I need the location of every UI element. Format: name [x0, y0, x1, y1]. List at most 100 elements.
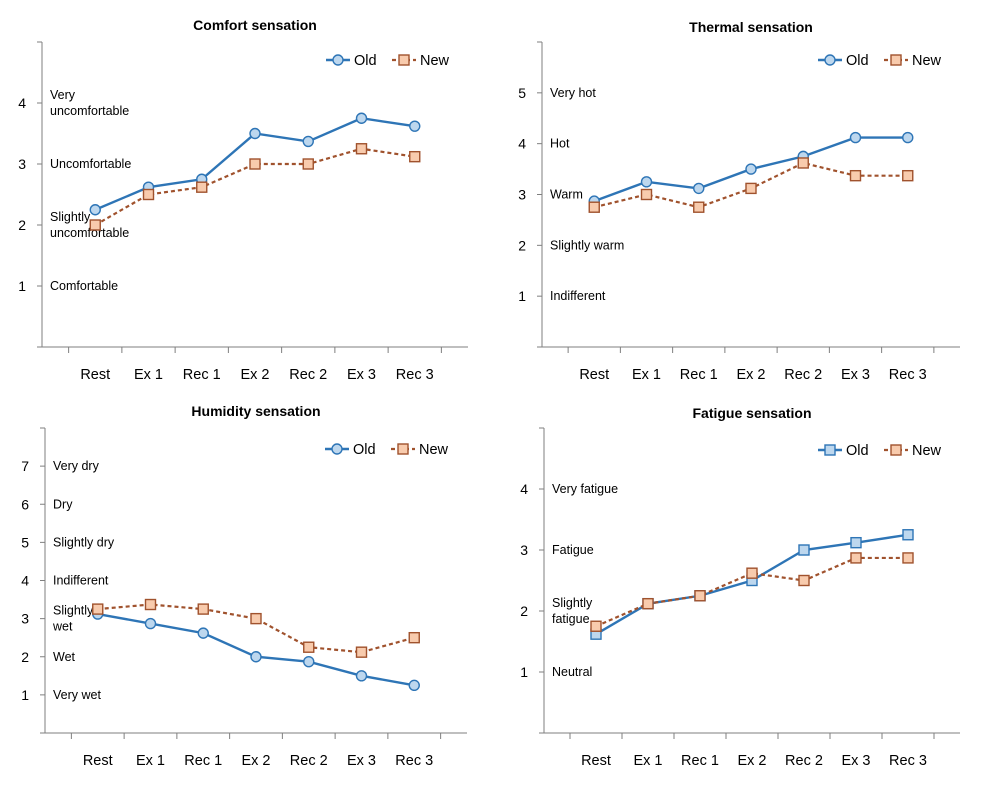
level-label: Very hot — [550, 86, 596, 100]
level-label: Hot — [550, 137, 570, 151]
y-tick-label: 3 — [520, 542, 528, 558]
series-new — [89, 143, 421, 231]
data-point-new — [745, 182, 757, 195]
legend-old-marker — [824, 444, 836, 456]
series-old — [588, 131, 914, 207]
legend: Old New — [325, 442, 449, 458]
series-new — [588, 157, 914, 213]
level-label: Wet — [53, 650, 76, 664]
series-old — [590, 529, 914, 640]
data-point-new — [588, 201, 600, 213]
chart-fatigue-svg: Fatigue sensation 1 2 3 4 Rest Ex 1 Rec 1 Ex 2 Re… — [520, 405, 960, 769]
data-point-old — [849, 131, 862, 144]
series-new-line — [97, 603, 415, 654]
legend-new-label: New — [912, 53, 942, 69]
data-point-new — [142, 188, 155, 201]
data-point-new — [89, 219, 101, 231]
chart-humidity-svg: Humidity sensation 1 2 3 4 5 6 7 Rest Ex 1 Rec 1 Ex… — [21, 403, 467, 769]
legend-old-label: Old — [354, 53, 377, 69]
x-tick-label: Rest — [579, 367, 609, 383]
data-point-old — [302, 135, 314, 148]
legend: Old New — [818, 53, 942, 69]
x-tick-label: Rest — [581, 753, 611, 769]
y-tick-label: 3 — [21, 611, 29, 627]
x-tick-label: Ex 1 — [136, 753, 165, 769]
y-tick-label: 5 — [21, 534, 29, 550]
x-tick-label: Rec 1 — [183, 367, 221, 383]
chart-title: Fatigue sensation — [692, 405, 811, 421]
data-point-new — [197, 603, 209, 615]
x-tick-label: Ex 1 — [633, 753, 662, 769]
data-point-old — [745, 163, 757, 175]
legend-new-marker — [890, 54, 902, 66]
data-point-old — [693, 182, 705, 195]
y-tick-label: 2 — [21, 649, 29, 665]
chart-thermal: Thermal sensation 1 2 3 4 5 Rest Ex 1 Rec 1 Ex 2 R… — [493, 0, 987, 393]
level-label: Fatigue — [552, 543, 594, 557]
data-point-new — [693, 201, 705, 213]
data-point-old — [798, 544, 810, 556]
x-tick-label: Ex 2 — [241, 753, 270, 769]
x-tick-label: Rec 3 — [396, 367, 434, 383]
data-point-new — [642, 597, 654, 610]
x-tick-label: Rec 3 — [889, 753, 927, 769]
chart-thermal-svg: Thermal sensation 1 2 3 4 5 Rest Ex 1 Rec 1 Ex 2 R… — [518, 19, 960, 383]
data-point-new — [302, 158, 314, 170]
data-point-new — [303, 641, 315, 653]
data-point-old — [640, 176, 653, 188]
y-tick-label: 1 — [520, 664, 528, 680]
level-label: Very wet — [53, 688, 101, 702]
legend-old-label: Old — [353, 442, 376, 458]
y-tick-label: 7 — [21, 458, 29, 474]
x-tick-label: Ex 3 — [347, 753, 376, 769]
y-tick-label: 5 — [518, 85, 526, 101]
data-point-new — [355, 143, 368, 155]
data-point-old — [850, 536, 862, 549]
series-new — [590, 552, 914, 632]
data-point-new — [746, 567, 758, 579]
data-point-old — [144, 617, 157, 630]
level-label: Comfortable — [50, 279, 118, 293]
x-tick-label: Rec 2 — [784, 367, 822, 383]
level-label: Slightly fatigue — [552, 596, 593, 626]
chart-humidity: Humidity sensation 1 2 3 4 5 6 7 Rest Ex 1 Rec 1 Ex… — [0, 393, 493, 787]
data-point-new — [849, 169, 862, 182]
x-tick-label: Rest — [83, 753, 113, 769]
x-tick-label: Rec 3 — [889, 367, 927, 383]
legend-old-marker — [332, 54, 344, 66]
data-point-new — [694, 590, 706, 602]
y-tick-label: 3 — [518, 187, 526, 203]
data-point-new — [640, 188, 653, 201]
data-point-new — [590, 620, 602, 632]
x-tick-label: Ex 2 — [240, 367, 269, 383]
data-point-new — [850, 552, 862, 564]
chart-comfort: Comfort sensation 1 2 3 4 Rest Ex 1 Rec 1 Ex 2 Re… — [0, 0, 493, 393]
data-point-new — [250, 612, 262, 625]
level-label: Neutral — [552, 665, 592, 679]
data-point-new — [902, 552, 914, 564]
data-point-old — [409, 120, 421, 132]
data-point-old — [902, 529, 914, 541]
level-label: Very fatigue — [552, 482, 618, 496]
level-label: Slightly warm — [550, 238, 624, 252]
y-tick-label: 6 — [21, 496, 29, 512]
level-label: Slightly uncomfortable — [50, 210, 129, 240]
y-tick-label: 2 — [518, 237, 526, 253]
y-tick-label: 1 — [18, 278, 26, 294]
level-label: Indifferent — [550, 289, 606, 303]
y-tick-label: 2 — [520, 603, 528, 619]
data-point-new — [355, 646, 368, 658]
legend-new-label: New — [420, 53, 450, 69]
legend-new-marker — [397, 443, 409, 455]
chart-title: Thermal sensation — [689, 19, 813, 35]
legend-new-marker — [398, 54, 410, 66]
y-tick-label: 4 — [518, 136, 526, 152]
level-label: Dry — [53, 497, 73, 511]
legend-old-marker — [824, 54, 836, 66]
x-tick-label: Rec 2 — [289, 367, 327, 383]
legend: Old New — [326, 53, 450, 69]
data-point-new — [798, 574, 810, 587]
x-tick-label: Rec 1 — [681, 753, 719, 769]
data-point-old — [249, 127, 261, 140]
legend: Old New — [818, 443, 942, 459]
